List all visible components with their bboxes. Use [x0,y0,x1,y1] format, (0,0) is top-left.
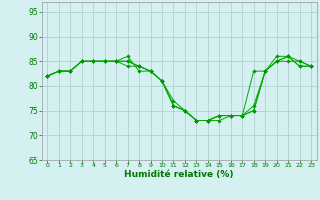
X-axis label: Humidité relative (%): Humidité relative (%) [124,170,234,179]
